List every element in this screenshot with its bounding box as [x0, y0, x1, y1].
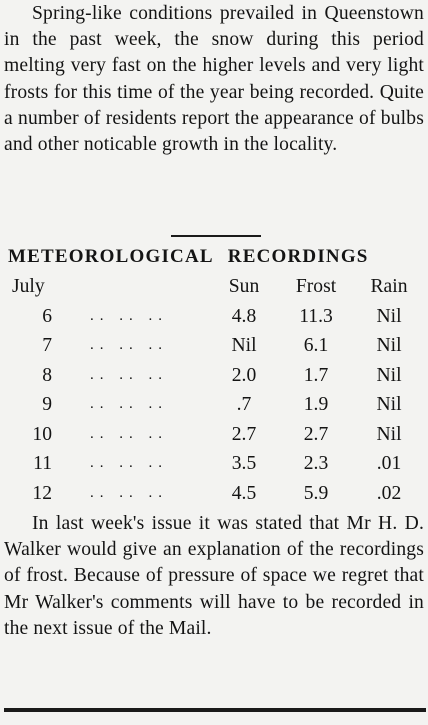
- rain-cell: Nil: [376, 335, 402, 356]
- table-heading: METEOROLOGICAL RECORDINGS: [8, 244, 422, 270]
- column-header-month: July: [12, 276, 45, 297]
- day-cell: 11: [33, 453, 52, 474]
- day-cell: 7: [42, 335, 52, 356]
- frost-cell: 1.7: [303, 364, 329, 386]
- table-row: 12 .. .. .. 4.5 5.9 .02: [0, 479, 428, 509]
- day-cell: 12: [32, 482, 52, 504]
- rain-cell: .01: [376, 453, 402, 474]
- table-row: 8 .. .. .. 2.0 1.7 Nil: [0, 361, 428, 391]
- day-cell: 9: [42, 394, 52, 415]
- sun-cell: 3.5: [231, 453, 257, 474]
- sun-cell: 4.5: [231, 482, 257, 504]
- sun-cell: 2.0: [231, 364, 257, 386]
- frost-cell: 11.3: [299, 305, 333, 327]
- table-row: 6 .. .. .. 4.8 11.3 Nil: [0, 302, 428, 332]
- dot-leader: .. .. ..: [90, 307, 168, 324]
- heading-word-meteorological: METEOROLOGICAL: [8, 246, 214, 267]
- dot-leader: .. .. ..: [90, 366, 168, 383]
- sun-cell: 4.8: [231, 305, 257, 327]
- dot-leader: .. .. ..: [90, 337, 168, 353]
- rain-cell: .02: [376, 482, 402, 504]
- article-paragraph-followup: In last week's issue it was stated that …: [4, 513, 424, 639]
- sun-cell: 2.7: [231, 423, 257, 445]
- rain-cell: Nil: [376, 364, 402, 386]
- sun-cell: .7: [236, 394, 252, 415]
- rain-cell: Nil: [376, 394, 402, 415]
- rain-cell: Nil: [376, 423, 402, 445]
- day-cell: 8: [42, 364, 52, 386]
- frost-cell: 1.9: [303, 394, 329, 415]
- column-header-frost: Frost: [295, 276, 337, 297]
- meteorological-table: July Sun Frost Rain 6 .. .. .. 4.8 11.3 …: [0, 272, 428, 508]
- frost-cell: 2.7: [303, 423, 329, 445]
- short-divider-rule: [171, 235, 261, 237]
- table-header-row: July Sun Frost Rain: [0, 272, 428, 302]
- table-row: 7 .. .. .. Nil 6.1 Nil: [0, 331, 428, 361]
- day-cell: 6: [42, 305, 52, 327]
- table-row: 9 .. .. .. .7 1.9 Nil: [0, 390, 428, 420]
- dot-leader: .. .. ..: [90, 396, 168, 412]
- frost-cell: 6.1: [303, 335, 329, 356]
- day-cell: 10: [32, 423, 52, 445]
- bottom-divider-rule: [4, 708, 426, 712]
- column-header-sun: Sun: [228, 276, 260, 297]
- sun-cell: Nil: [231, 335, 257, 356]
- frost-cell: 5.9: [303, 482, 329, 504]
- heading-word-recordings: RECORDINGS: [227, 246, 369, 267]
- dot-leader: .. .. ..: [90, 484, 168, 501]
- frost-cell: 2.3: [303, 453, 329, 474]
- article-paragraph-intro: Spring-like conditions prevailed in Quee…: [4, 3, 424, 156]
- dot-leader: .. .. ..: [90, 425, 168, 442]
- table-row: 10 .. .. .. 2.7 2.7 Nil: [0, 420, 428, 450]
- dot-leader: .. .. ..: [90, 455, 168, 471]
- table-row: 11 .. .. .. 3.5 2.3 .01: [0, 449, 428, 479]
- rain-cell: Nil: [376, 305, 402, 327]
- column-header-rain: Rain: [370, 276, 408, 297]
